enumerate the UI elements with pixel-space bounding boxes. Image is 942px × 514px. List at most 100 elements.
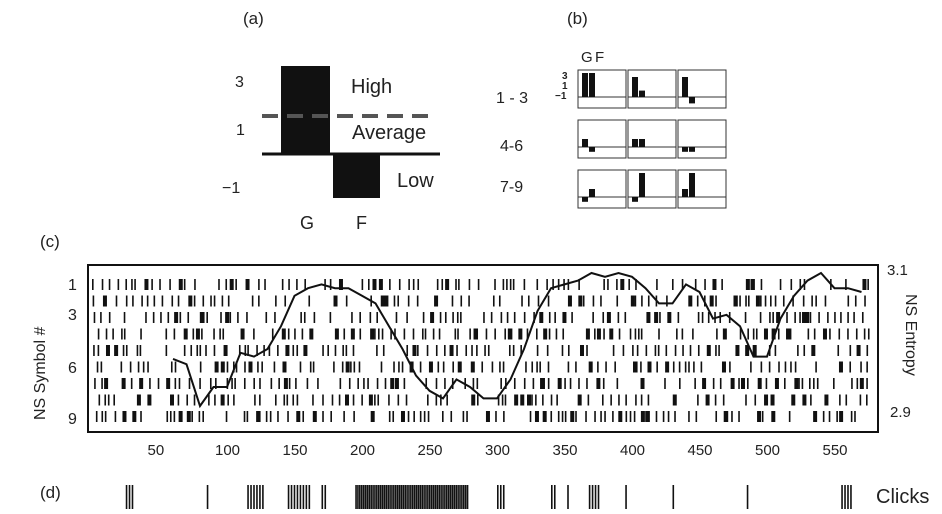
raster-tick	[333, 361, 335, 373]
click-tick	[374, 485, 376, 509]
raster-tick	[377, 394, 380, 406]
raster-tick	[273, 361, 276, 373]
raster-tick	[527, 295, 530, 307]
raster-tick	[697, 394, 699, 406]
raster-tick	[125, 279, 128, 290]
click-tick	[287, 485, 290, 509]
raster-tick	[500, 312, 503, 323]
raster-tick	[485, 411, 490, 422]
raster-tick	[490, 312, 493, 323]
raster-tick	[132, 295, 134, 307]
raster-tick	[177, 295, 180, 307]
raster-tick	[220, 312, 222, 323]
raster-tick	[271, 328, 274, 340]
raster-tick	[867, 328, 870, 340]
raster-tick	[329, 312, 332, 323]
raster-tick	[654, 312, 659, 323]
raster-tick	[505, 378, 507, 389]
raster-tick	[92, 295, 95, 307]
raster-tick	[585, 328, 590, 340]
raster-tick	[259, 378, 261, 389]
raster-tick	[542, 411, 547, 422]
raster-tick	[306, 378, 309, 389]
raster-tick	[741, 378, 746, 389]
raster-tick	[862, 279, 867, 290]
raster-tick	[151, 279, 153, 290]
raster-tick	[92, 279, 94, 290]
click-tick	[430, 485, 433, 509]
panel-c-label: (c)	[40, 232, 60, 251]
click-tick	[389, 485, 391, 509]
raster-tick	[261, 361, 263, 373]
raster-tick	[797, 345, 799, 356]
raster-tick	[93, 345, 95, 356]
raster-tick	[417, 279, 420, 290]
raster-tick	[472, 378, 475, 389]
b-symbol-4-bar-f	[589, 147, 595, 152]
raster-tick	[543, 378, 545, 389]
raster-tick	[730, 378, 735, 389]
raster-tick	[548, 328, 551, 340]
raster-tick	[301, 328, 304, 340]
raster-tick	[715, 295, 717, 307]
raster-tick	[286, 394, 289, 406]
raster-tick	[466, 411, 468, 422]
raster-tick	[546, 279, 548, 290]
raster-tick	[312, 394, 314, 406]
raster-tick	[256, 411, 261, 422]
raster-tick	[353, 361, 356, 373]
raster-tick	[190, 345, 193, 356]
raster-tick	[253, 378, 255, 389]
raster-tick	[648, 411, 650, 422]
raster-tick	[828, 411, 831, 422]
click-tick	[551, 485, 553, 509]
click-tick	[355, 485, 357, 509]
raster-tick	[779, 279, 782, 290]
c-ytick-1: 1	[68, 277, 77, 294]
raster-tick	[861, 312, 864, 323]
raster-tick	[658, 328, 660, 340]
raster-tick	[398, 279, 401, 290]
raster-tick	[244, 361, 246, 373]
raster-tick	[120, 361, 123, 373]
raster-tick	[147, 361, 149, 373]
raster-tick	[277, 411, 279, 422]
raster-tick	[688, 295, 693, 307]
raster-tick	[813, 378, 815, 389]
click-tick	[588, 485, 591, 509]
raster-tick	[772, 312, 774, 323]
raster-tick	[152, 312, 155, 323]
bar-f	[333, 154, 380, 198]
raster-tick	[782, 295, 785, 307]
raster-tick	[419, 361, 422, 373]
raster-tick	[747, 378, 749, 389]
b-row-label-2: 4-6	[500, 138, 523, 155]
raster-tick	[202, 295, 205, 307]
raster-tick	[451, 295, 454, 307]
raster-tick	[540, 378, 545, 389]
raster-tick	[722, 394, 725, 406]
raster-tick	[191, 411, 193, 422]
raster-tick	[317, 378, 319, 389]
raster-tick	[503, 411, 505, 422]
raster-tick	[764, 394, 769, 406]
click-tick	[250, 485, 252, 509]
raster-tick	[283, 378, 288, 389]
raster-tick	[376, 378, 379, 389]
raster-tick	[97, 345, 100, 356]
raster-tick	[792, 295, 794, 307]
raster-tick	[187, 312, 190, 323]
raster-tick	[739, 295, 741, 307]
raster-tick	[502, 361, 505, 373]
raster-tick	[403, 378, 406, 389]
click-tick	[396, 485, 399, 509]
raster-tick	[786, 328, 791, 340]
raster-tick	[380, 361, 383, 373]
raster-tick	[813, 411, 818, 422]
raster-tick	[794, 312, 796, 323]
raster-tick	[689, 345, 692, 356]
raster-tick	[696, 295, 699, 307]
raster-tick	[712, 279, 717, 290]
b-symbol-7-bar-f	[589, 189, 595, 197]
raster-tick	[633, 361, 638, 373]
